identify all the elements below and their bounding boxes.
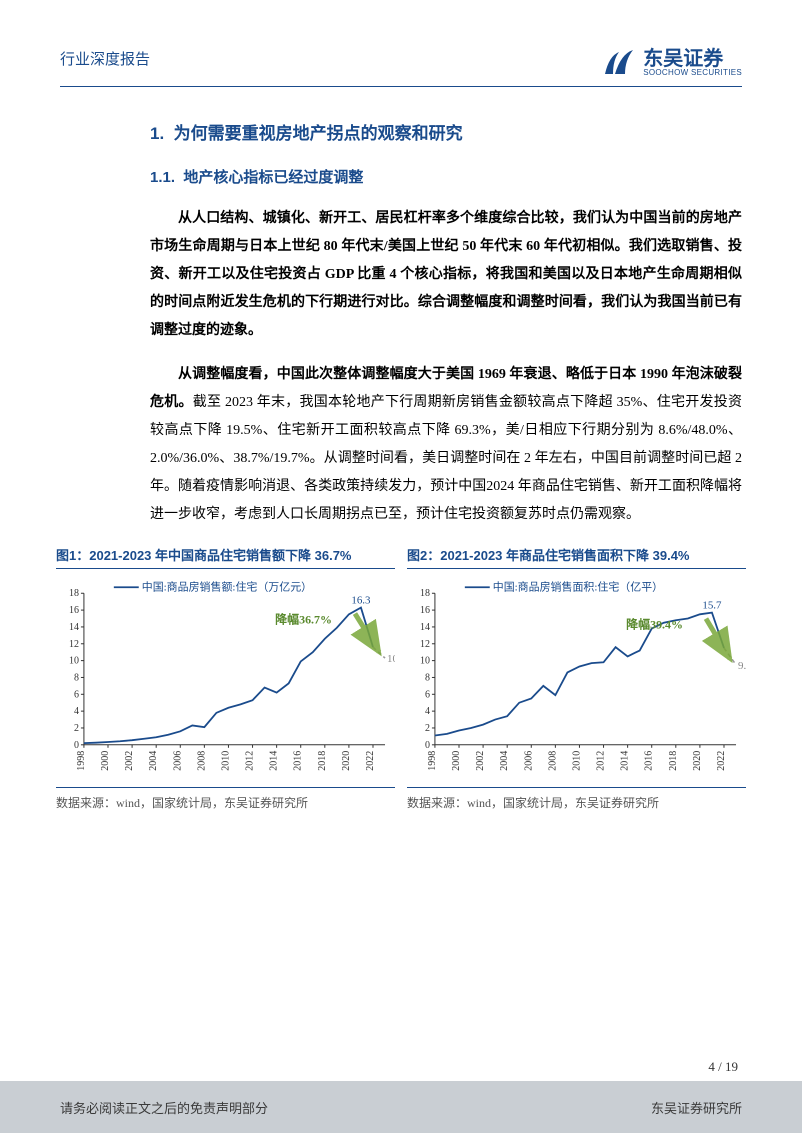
report-type-label: 行业深度报告: [60, 48, 150, 69]
brand-logo: 东吴证券 SOOCHOW SECURITIES: [603, 48, 742, 78]
svg-text:中国:商品房销售面积:住宅（亿平）: 中国:商品房销售面积:住宅（亿平）: [493, 579, 663, 593]
svg-text:2010: 2010: [571, 751, 582, 771]
svg-text:10: 10: [69, 656, 79, 667]
chart-1: 0 2 4 6 8 10 12 14 16 18 1998 2000 2002 2004 2006 2008 2…: [56, 575, 395, 785]
svg-text:14: 14: [69, 622, 79, 633]
svg-text:10.3: 10.3: [387, 653, 395, 665]
svg-text:16: 16: [420, 605, 430, 616]
page: 行业深度报告 东吴证券 SOOCHOW SECURITIES 1. 为何需要重视…: [0, 0, 802, 1133]
svg-text:降幅39.4%: 降幅39.4%: [626, 617, 683, 632]
svg-text:2000: 2000: [100, 751, 111, 771]
svg-text:2002: 2002: [124, 751, 135, 771]
svg-text:16: 16: [69, 605, 79, 616]
svg-text:2020: 2020: [341, 751, 352, 771]
svg-text:2012: 2012: [245, 751, 256, 771]
svg-text:2008: 2008: [547, 751, 558, 771]
chart-1-title: 图1：2021-2023 年中国商品住宅销售额下降 36.7%: [56, 545, 395, 569]
footer-disclaimer: 请务必阅读正文之后的免责声明部分: [60, 1098, 268, 1117]
svg-text:6: 6: [74, 689, 79, 700]
svg-text:2012: 2012: [596, 751, 607, 771]
charts-row: 图1：2021-2023 年中国商品住宅销售额下降 36.7% 0 2 4 6 8 10 1…: [56, 545, 746, 811]
svg-text:2016: 2016: [293, 751, 304, 771]
svg-text:2014: 2014: [620, 751, 631, 771]
svg-text:2: 2: [425, 723, 430, 734]
svg-text:2018: 2018: [668, 751, 679, 771]
page-footer: 请务必阅读正文之后的免责声明部分 东吴证券研究所: [0, 1081, 802, 1133]
svg-text:12: 12: [420, 639, 430, 650]
svg-text:2022: 2022: [365, 751, 376, 771]
svg-text:12: 12: [69, 639, 79, 650]
svg-text:2020: 2020: [692, 751, 703, 771]
svg-text:2006: 2006: [172, 751, 183, 771]
logo-icon: [603, 48, 637, 78]
section-1-1-heading: 1.1. 地产核心指标已经过度调整: [150, 166, 742, 187]
svg-text:2006: 2006: [523, 751, 534, 771]
svg-text:2022: 2022: [716, 751, 727, 771]
svg-text:8: 8: [425, 672, 430, 683]
paragraph-2: 从调整幅度看，中国此次整体调整幅度大于美国 1969 年衰退、略低于日本 199…: [150, 361, 742, 529]
svg-text:降幅36.7%: 降幅36.7%: [275, 612, 332, 627]
svg-text:9.5: 9.5: [738, 660, 746, 672]
svg-text:10: 10: [420, 656, 430, 667]
svg-text:2010: 2010: [220, 751, 231, 771]
svg-text:2008: 2008: [196, 751, 207, 771]
svg-text:2014: 2014: [269, 751, 280, 771]
logo-text-cn: 东吴证券: [643, 49, 742, 69]
svg-text:1998: 1998: [427, 751, 438, 771]
chart-2-source: 数据来源：wind，国家统计局，东吴证券研究所: [407, 794, 746, 811]
section-1-heading: 1. 为何需要重视房地产拐点的观察和研究: [150, 119, 742, 144]
chart-2: 0 2 4 6 8 10 12 14 16 18 1998 2000 2002 2004 2006 2008 2…: [407, 575, 746, 785]
svg-text:2: 2: [74, 723, 79, 734]
svg-text:2016: 2016: [644, 751, 655, 771]
page-number: 4 / 19: [708, 1059, 738, 1075]
svg-text:2000: 2000: [451, 751, 462, 771]
svg-text:0: 0: [74, 740, 79, 751]
footer-institute: 东吴证券研究所: [651, 1098, 742, 1117]
svg-text:2004: 2004: [499, 751, 510, 771]
svg-text:15.7: 15.7: [702, 600, 722, 612]
svg-text:14: 14: [420, 622, 430, 633]
logo-text-en: SOOCHOW SECURITIES: [643, 69, 742, 77]
paragraph-1: 从人口结构、城镇化、新开工、居民杠杆率多个维度综合比较，我们认为中国当前的房地产…: [150, 205, 742, 345]
svg-text:16.3: 16.3: [351, 595, 371, 607]
svg-text:中国:商品房销售额:住宅（万亿元）: 中国:商品房销售额:住宅（万亿元）: [142, 579, 312, 593]
chart-1-source: 数据来源：wind，国家统计局，东吴证券研究所: [56, 794, 395, 811]
svg-text:4: 4: [425, 706, 430, 717]
svg-text:18: 18: [420, 588, 430, 599]
svg-text:6: 6: [425, 689, 430, 700]
svg-text:2004: 2004: [148, 751, 159, 771]
svg-text:18: 18: [69, 588, 79, 599]
svg-text:2002: 2002: [475, 751, 486, 771]
svg-text:1998: 1998: [76, 751, 87, 771]
svg-text:2018: 2018: [317, 751, 328, 771]
svg-text:0: 0: [425, 740, 430, 751]
chart-2-column: 图2：2021-2023 年商品住宅销售面积下降 39.4% 0 2 4 6 8 10 12…: [407, 545, 746, 811]
svg-text:8: 8: [74, 672, 79, 683]
page-header: 行业深度报告 东吴证券 SOOCHOW SECURITIES: [60, 48, 742, 87]
chart-2-title: 图2：2021-2023 年商品住宅销售面积下降 39.4%: [407, 545, 746, 569]
chart-1-column: 图1：2021-2023 年中国商品住宅销售额下降 36.7% 0 2 4 6 8 10 1…: [56, 545, 395, 811]
svg-text:4: 4: [74, 706, 79, 717]
